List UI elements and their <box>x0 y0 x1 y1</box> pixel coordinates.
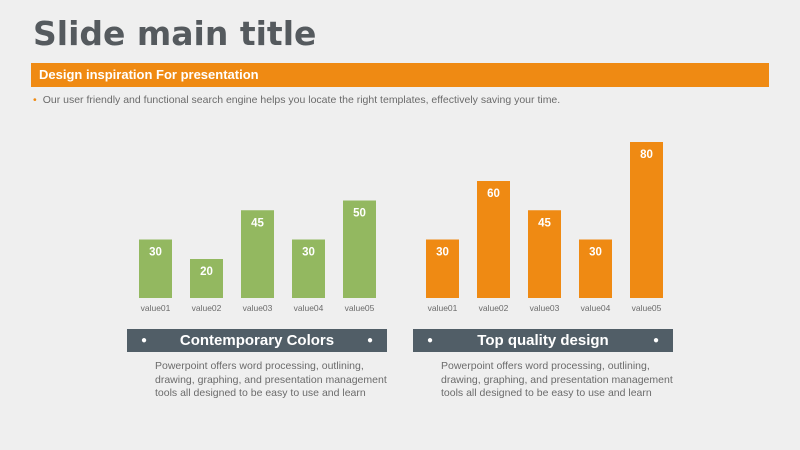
subtitle-banner: Design inspiration For presentation <box>31 63 769 87</box>
bar-right-3 <box>528 210 561 298</box>
bar-left-3 <box>241 210 274 298</box>
category-label: value05 <box>345 303 375 313</box>
bullet-text: • Our user friendly and functional search… <box>33 94 560 106</box>
bar-right-1 <box>426 239 459 298</box>
caption-dot-icon: ● <box>141 335 148 346</box>
description-left: Powerpoint offers word processing, outli… <box>155 360 387 399</box>
caption-dot-icon: ● <box>652 335 659 346</box>
caption-label: Top quality design <box>477 332 609 349</box>
caption-bar-right: ● Top quality design ● <box>413 329 673 352</box>
bar-value-label: 30 <box>302 247 315 259</box>
bar-right-4 <box>579 239 612 298</box>
bullet-dot-icon: • <box>33 94 37 106</box>
caption-label: Contemporary Colors <box>179 332 335 349</box>
category-label: value04 <box>581 303 611 313</box>
bar-right-5 <box>630 142 663 298</box>
bar-value-label: 45 <box>251 217 264 229</box>
bar-value-label: 45 <box>538 217 551 229</box>
bar-right-2 <box>477 181 510 298</box>
bar-value-label: 30 <box>149 247 162 259</box>
category-label: value03 <box>530 303 560 313</box>
bar-value-label: 20 <box>200 266 213 278</box>
category-label: value04 <box>294 303 324 313</box>
category-label: value02 <box>192 303 222 313</box>
bar-left-2 <box>190 259 223 298</box>
slide-title: Slide main title <box>33 14 317 53</box>
bar-left-4 <box>292 239 325 298</box>
caption-dot-icon: ● <box>427 335 434 346</box>
caption-bar-left: ● Contemporary Colors ● <box>127 329 387 352</box>
caption-dot-icon: ● <box>366 335 373 346</box>
category-label: value02 <box>479 303 509 313</box>
bar-value-label: 60 <box>487 188 500 200</box>
bar-left-5 <box>343 200 376 298</box>
description-right: Powerpoint offers word processing, outli… <box>441 360 673 399</box>
bar-value-label: 30 <box>436 247 449 259</box>
bar-value-label: 30 <box>589 247 602 259</box>
bullet-content: Our user friendly and functional search … <box>42 94 561 106</box>
category-label: value01 <box>428 303 458 313</box>
category-label: value03 <box>243 303 273 313</box>
bar-left-1 <box>139 239 172 298</box>
bar-value-label: 50 <box>353 208 366 220</box>
category-label: value05 <box>632 303 662 313</box>
bar-value-label: 80 <box>640 149 653 161</box>
banner-text: Design inspiration For presentation <box>39 67 259 82</box>
category-label: value01 <box>141 303 171 313</box>
